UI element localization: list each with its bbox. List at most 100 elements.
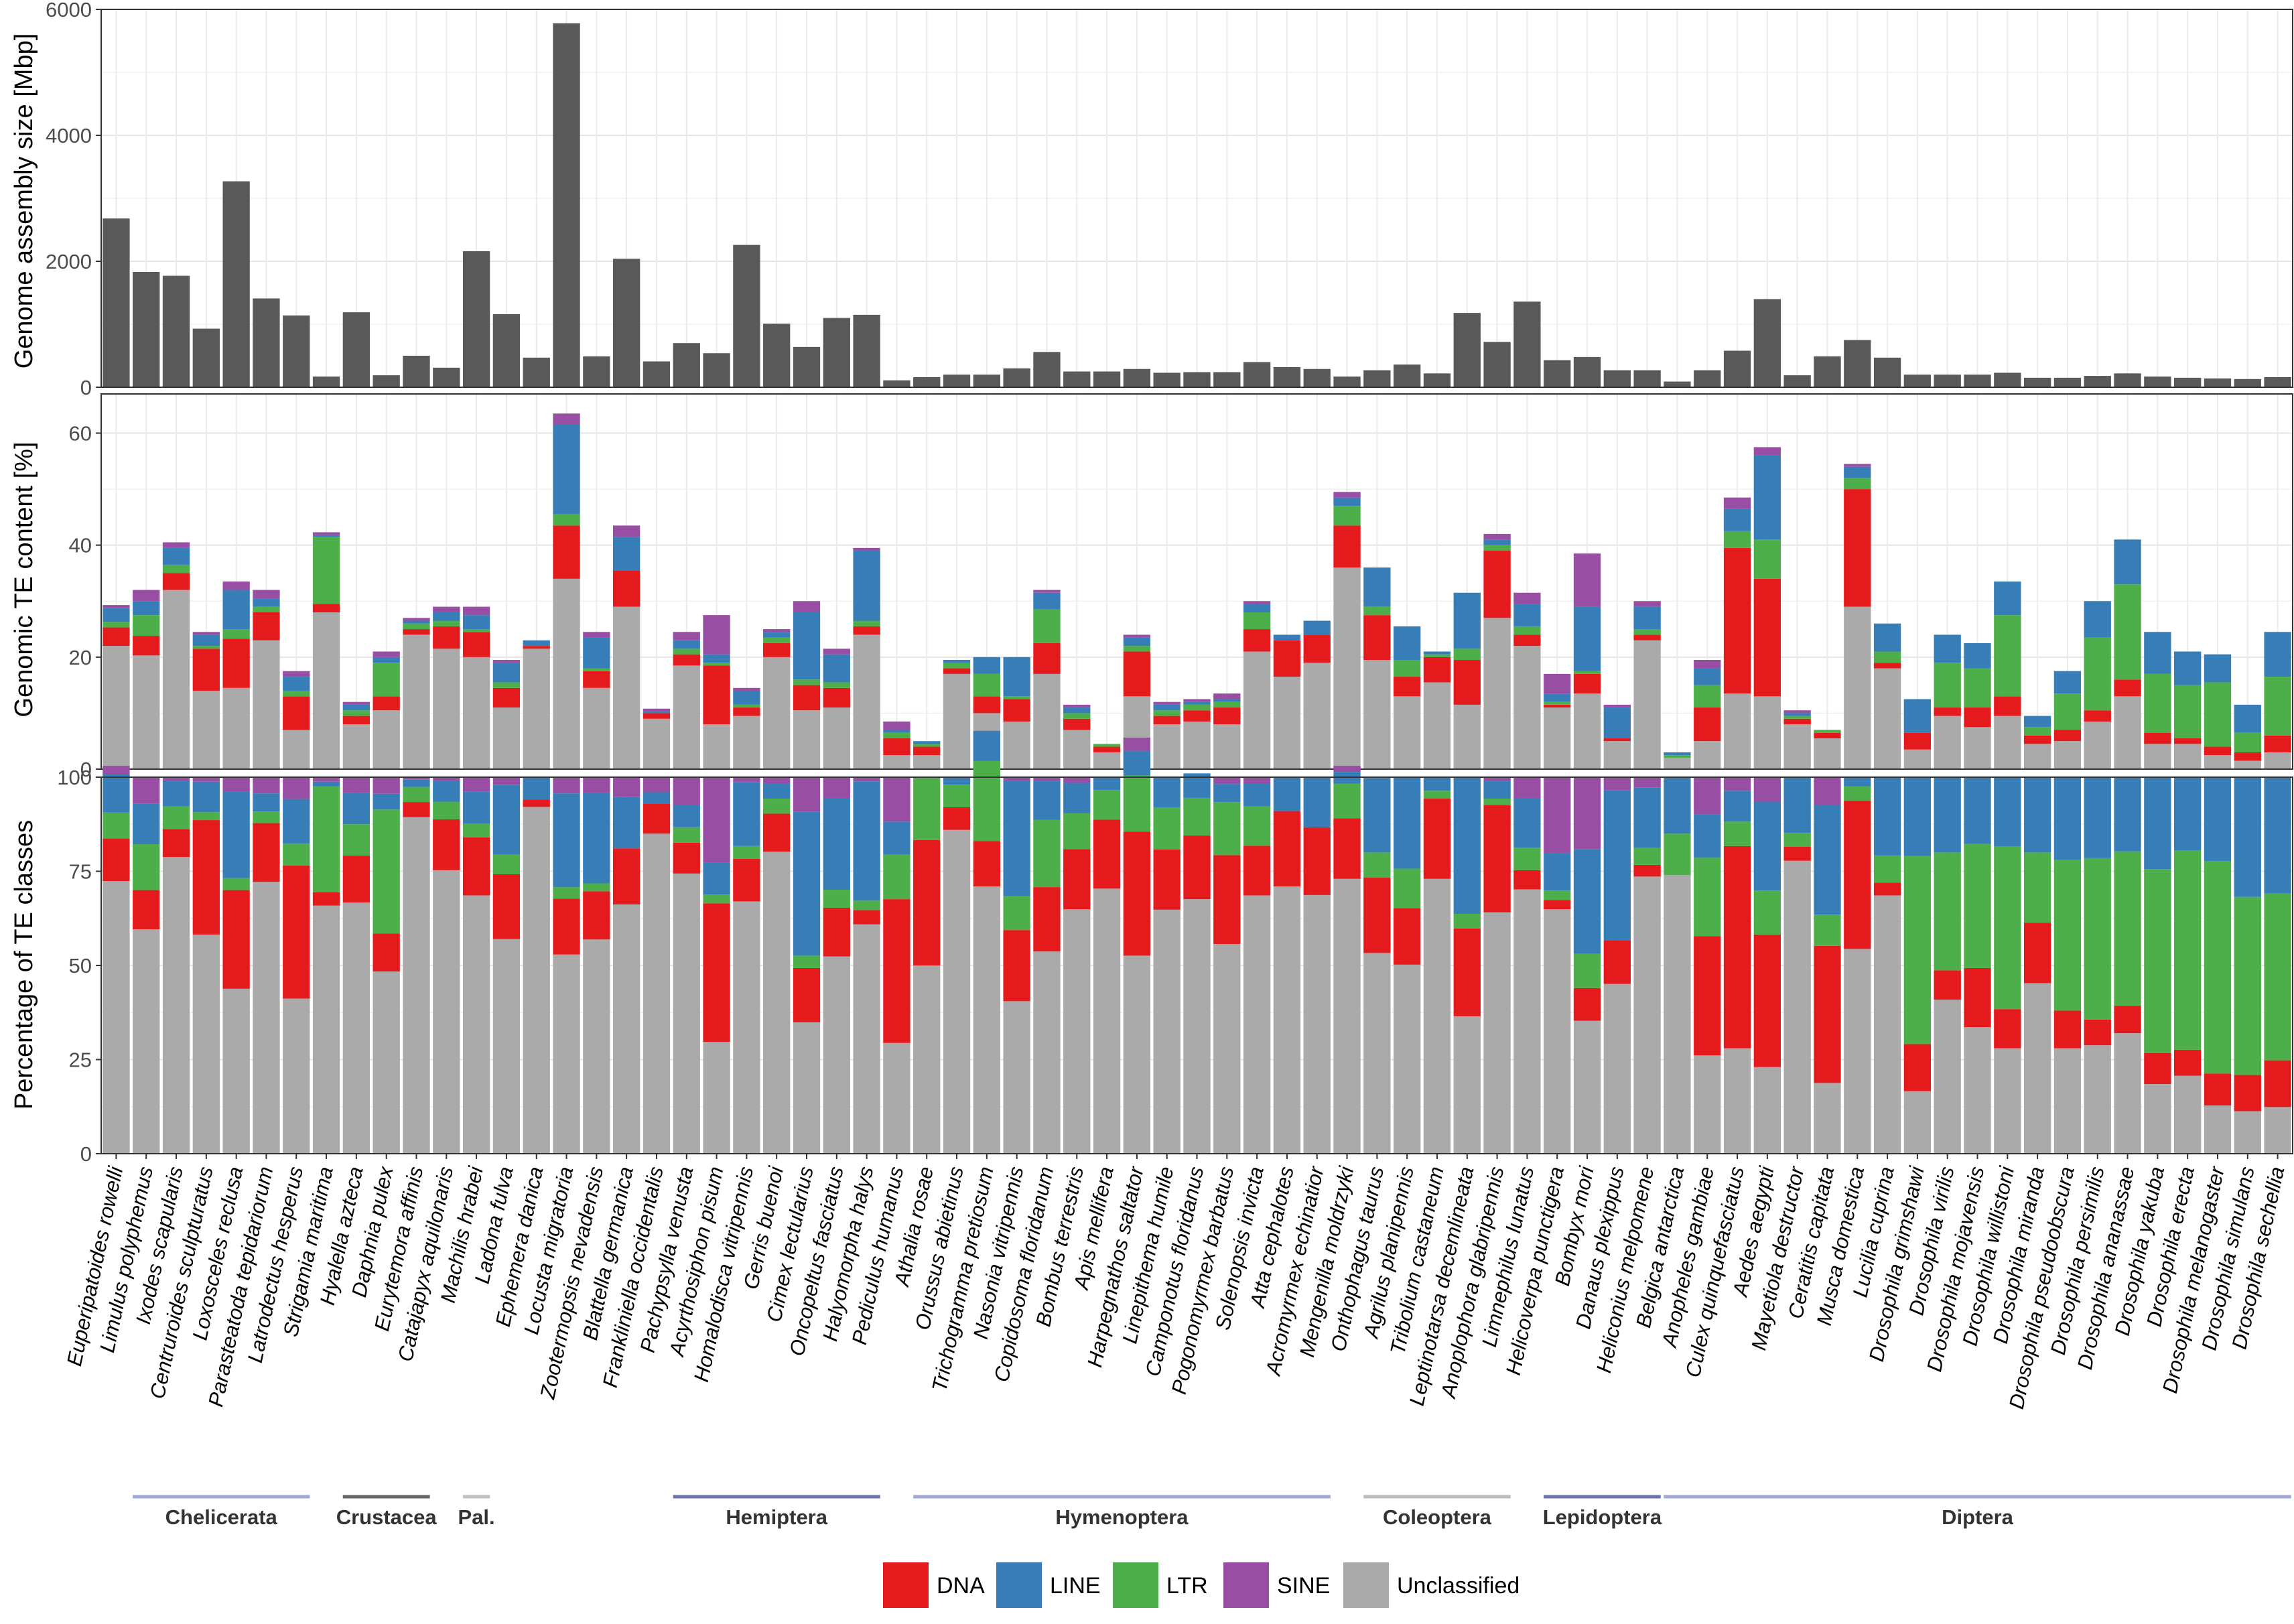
- bar: [913, 377, 941, 387]
- bar-segment-dna: [943, 668, 971, 674]
- bar-segment-ltr: [2023, 727, 2051, 736]
- bar-segment-line: [793, 612, 821, 680]
- bar-segment-line: [703, 862, 730, 895]
- bar: [1033, 352, 1061, 387]
- bar-segment-ltr: [2234, 896, 2261, 1075]
- bar-segment-unclassified: [1183, 721, 1211, 769]
- bar-segment-dna: [462, 632, 490, 657]
- legend-swatch-unclassified: [1343, 1562, 1389, 1608]
- bar-segment-unclassified: [1273, 677, 1301, 769]
- bar-segment-ltr: [1213, 802, 1241, 856]
- bar-segment-sine: [192, 777, 220, 782]
- bar-segment-sine: [1243, 601, 1271, 604]
- bar-segment-dna: [1123, 831, 1151, 956]
- bar-segment-ltr: [1903, 856, 1932, 1044]
- bar-segment-dna: [1903, 1044, 1932, 1091]
- y-tick-label: 75: [69, 860, 92, 884]
- bar-segment-sine: [133, 590, 160, 602]
- bar-segment-unclassified: [523, 649, 550, 769]
- bar-segment-unclassified: [403, 634, 430, 769]
- bar: [1753, 299, 1781, 387]
- bar-segment-line: [2144, 777, 2171, 870]
- bar-segment-unclassified: [1723, 1048, 1751, 1154]
- bar-segment-dna: [1093, 819, 1121, 889]
- bar-segment-sine: [403, 618, 430, 621]
- bar-segment-unclassified: [2174, 744, 2202, 769]
- bar-segment-line: [1814, 805, 1841, 915]
- bar-segment-unclassified: [1303, 663, 1331, 769]
- bar-segment-ltr: [1213, 701, 1241, 708]
- bar-segment-unclassified: [1153, 909, 1180, 1154]
- bar-segment-unclassified: [342, 724, 370, 769]
- bar-segment-line: [763, 632, 791, 638]
- bar-segment-line: [2174, 777, 2202, 851]
- bar-segment-unclassified: [373, 710, 400, 769]
- bar-segment-unclassified: [1243, 651, 1271, 769]
- bar-segment-line: [703, 654, 730, 663]
- bar-segment-ltr: [1243, 612, 1271, 630]
- bar-segment-ltr: [222, 629, 250, 639]
- bar-segment-unclassified: [793, 710, 821, 769]
- bar-segment-unclassified: [612, 904, 640, 1154]
- bar-segment-unclassified: [763, 852, 791, 1154]
- bar-segment-line: [222, 590, 250, 630]
- bar-segment-unclassified: [1183, 899, 1211, 1154]
- bar-segment-dna: [943, 807, 971, 830]
- bar-segment-sine: [1603, 777, 1631, 791]
- bar-segment-ltr: [162, 564, 190, 573]
- bar-segment-dna: [1573, 673, 1601, 694]
- bar-segment-line: [943, 660, 971, 663]
- bar-segment-unclassified: [2114, 696, 2141, 769]
- bar: [1573, 356, 1601, 387]
- y-axis-title-genome-size: Genome assembly size [Mbp]: [10, 33, 38, 369]
- bar-segment-dna: [2114, 679, 2141, 697]
- bar-segment-ltr: [883, 732, 910, 739]
- bar-segment-line: [1783, 713, 1811, 716]
- bar-segment-ltr: [1694, 685, 1721, 708]
- bar-segment-ltr: [2053, 860, 2082, 1011]
- bar-segment-ltr: [1844, 478, 1871, 490]
- bar-segment-ltr: [583, 668, 610, 671]
- genome-size-panel: 0 2000 4000 6000: [46, 0, 2293, 399]
- bar-segment-dna: [1633, 634, 1661, 640]
- bar-segment-line: [1213, 699, 1241, 702]
- bar-segment-unclassified: [1003, 1001, 1030, 1154]
- bar-segment-line: [553, 424, 580, 515]
- legend-swatch-line: [996, 1562, 1042, 1608]
- bar-segment-dna: [733, 707, 760, 716]
- bar-segment-unclassified: [2023, 744, 2051, 769]
- bar-segment-line: [1513, 604, 1541, 626]
- bar-segment-unclassified: [643, 833, 671, 1154]
- bar: [1783, 375, 1811, 387]
- bar-segment-unclassified: [1783, 724, 1811, 769]
- bar-segment-line: [1934, 634, 1961, 663]
- bar-segment-ltr: [1093, 744, 1121, 747]
- bar: [1633, 370, 1661, 387]
- bar: [523, 357, 550, 387]
- bar-segment-sine: [1544, 673, 1571, 694]
- bar-segment-line: [2264, 777, 2291, 894]
- group-label: Crustacea: [336, 1505, 437, 1529]
- bar-segment-unclassified: [2264, 1107, 2291, 1154]
- bar-segment-line: [643, 792, 671, 804]
- bar-segment-line: [1183, 701, 1211, 705]
- bar: [1603, 370, 1631, 387]
- bar-segment-unclassified: [793, 1022, 821, 1154]
- bar-segment-unclassified: [312, 612, 340, 769]
- bar: [883, 380, 910, 387]
- bar-segment-ltr: [1753, 890, 1781, 935]
- bar-segment-sine: [373, 777, 400, 794]
- bar-segment-dna: [1603, 738, 1631, 742]
- bar: [342, 312, 370, 387]
- bar-segment-dna: [1423, 657, 1451, 683]
- bar-segment-ltr: [1333, 506, 1361, 526]
- bar-segment-unclassified: [673, 665, 700, 769]
- bar-segment-dna: [133, 636, 160, 656]
- bar-segment-sine: [1483, 533, 1511, 540]
- bar-segment-dna: [1183, 835, 1211, 900]
- bar-segment-unclassified: [523, 807, 550, 1154]
- bar-segment-unclassified: [823, 956, 850, 1154]
- bar-segment-ltr: [763, 637, 791, 643]
- bar-segment-unclassified: [1033, 673, 1061, 769]
- bar-segment-line: [312, 781, 340, 787]
